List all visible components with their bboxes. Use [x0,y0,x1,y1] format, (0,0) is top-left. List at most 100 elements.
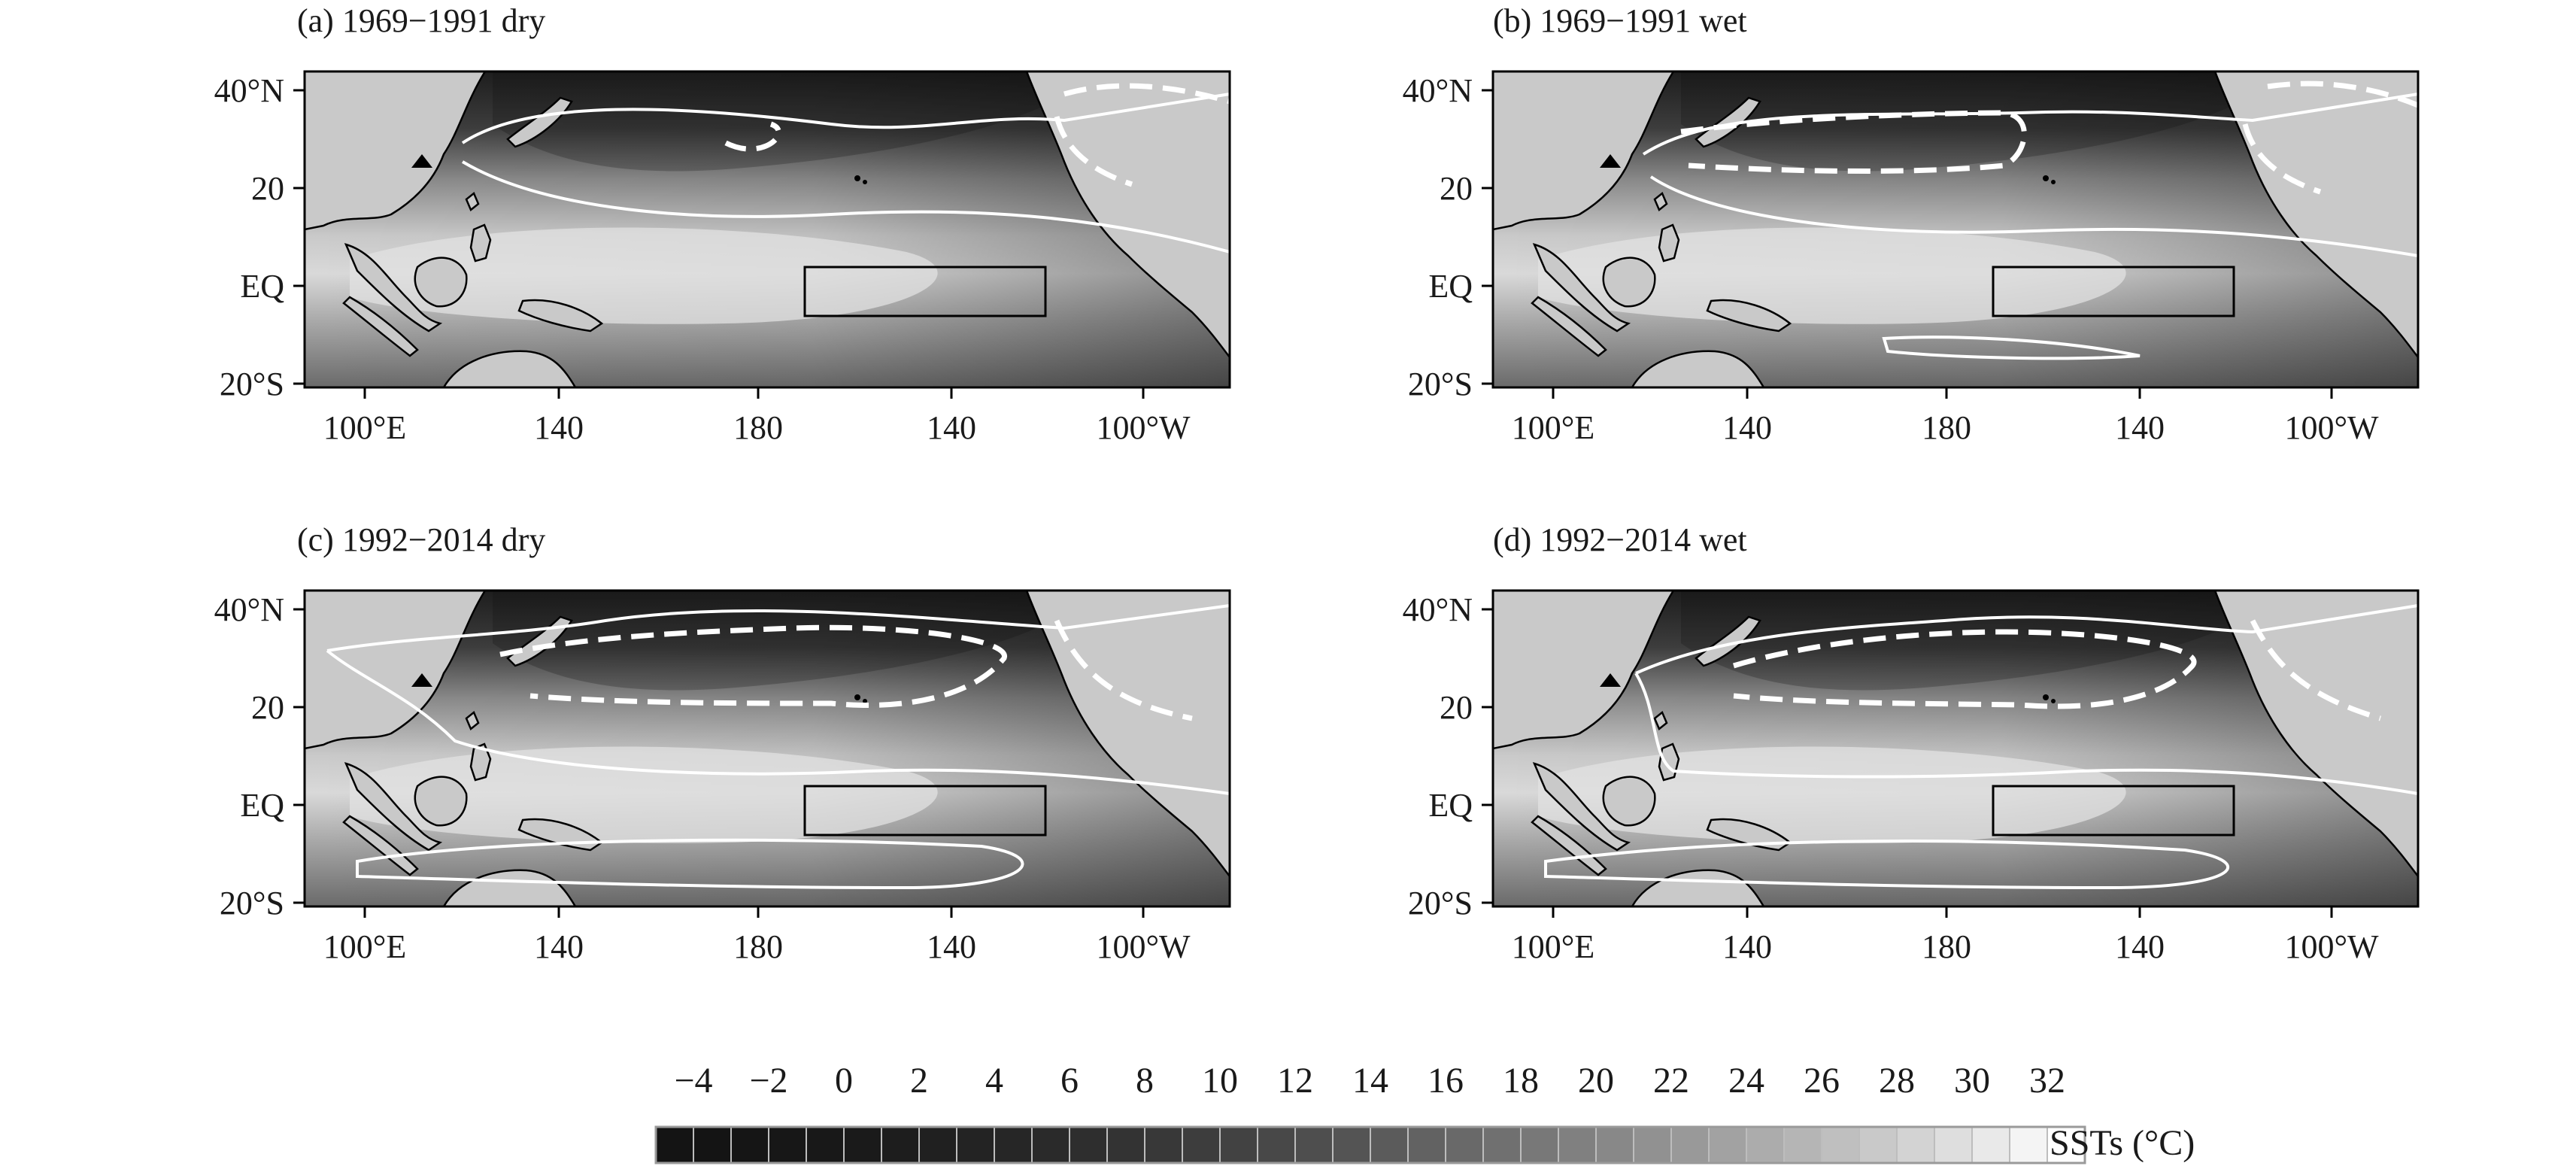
colorbar-tick-label: 2 [910,1061,928,1101]
lat-tick-40n: 40°N [214,72,284,109]
colorbar-tick-label: 4 [985,1061,1003,1101]
panel-d: (d) 1992−2014 wet 40°N 20 EQ 20°S [1403,521,2420,965]
lon-tick-100e: 100°E [323,928,406,965]
colorbar-box [1031,1126,1070,1164]
panel-a: (a) 1969−1991 dry 40°N 20 EQ 20°S [214,2,1231,446]
lat-tick-20n: 20 [251,170,284,207]
colorbar-box [843,1126,882,1164]
colorbar-box [1595,1126,1634,1164]
colorbar-box [1370,1126,1409,1164]
lon-tick-100e: 100°E [1512,928,1594,965]
colorbar-tick-label: −4 [674,1061,712,1101]
lon-tick-140w: 140 [2115,928,2165,965]
lon-tick-140e: 140 [1722,928,1772,965]
colorbar-box [1482,1126,1522,1164]
colorbar-box [1708,1126,1747,1164]
colorbar-tick-label: 0 [835,1061,853,1101]
lon-tick-180: 180 [1922,409,1971,446]
map-b [1493,71,2418,387]
colorbar-box [1821,1126,1860,1164]
colorbar-box [1934,1126,1973,1164]
colorbar-box [730,1126,769,1164]
lon-tick-180: 180 [733,409,783,446]
colorbar-box [1407,1126,1446,1164]
colorbar-box [1144,1126,1183,1164]
lon-axis-c: 100°E 140 180 140 100°W [323,906,1191,965]
lon-axis-a: 100°E 140 180 140 100°W [323,387,1191,446]
colorbar-box [1069,1126,1108,1164]
lon-tick-180: 180 [1922,928,1971,965]
lat-tick-20s: 20°S [1408,366,1473,402]
colorbar-tick-label: 24 [1728,1061,1764,1101]
colorbar-box [1896,1126,1935,1164]
colorbar-box [655,1126,694,1164]
lat-tick-20n: 20 [251,689,284,726]
colorbar-box [1783,1126,1822,1164]
colorbar-tick-label: 30 [1954,1061,1990,1101]
colorbar-tick-label: 20 [1578,1061,1614,1101]
colorbar-tick-label: 12 [1277,1061,1313,1101]
lon-axis-b: 100°E 140 180 140 100°W [1512,387,2379,446]
panel-b: (b) 1969−1991 wet 40°N 20 EQ 20°S [1403,2,2420,446]
colorbar-box [1971,1126,2010,1164]
lat-tick-eq: EQ [1428,787,1473,824]
map-d [1493,591,2418,906]
colorbar-boxes [654,1125,2086,1164]
colorbar-tick-label: 10 [1202,1061,1238,1101]
lat-tick-20n: 20 [1440,689,1473,726]
panel-title-c: (c) 1992−2014 dry [297,521,545,558]
map-a [305,71,1230,387]
lon-tick-100w: 100°W [1096,409,1191,446]
lat-tick-20n: 20 [1440,170,1473,207]
colorbar-tick-label: 28 [1879,1061,1915,1101]
colorbar-box [1257,1126,1296,1164]
lat-tick-20s: 20°S [220,366,284,402]
colorbar-tick-labels: −4 −2 0 2 4 6 8 10 12 14 16 18 20 22 24 26 28 30 32 [674,1061,2065,1101]
lat-tick-eq: EQ [240,787,284,824]
colorbar-box [1182,1126,1221,1164]
colorbar-box [881,1126,920,1164]
colorbar-box [1633,1126,1672,1164]
lat-tick-eq: EQ [1428,268,1473,305]
lon-tick-100w: 100°W [2284,928,2379,965]
colorbar-box [1746,1126,1785,1164]
lon-tick-100e: 100°E [323,409,406,446]
colorbar-tick-label: 26 [1804,1061,1840,1101]
colorbar-box [806,1126,845,1164]
colorbar-box [994,1126,1033,1164]
lon-tick-140w: 140 [927,928,976,965]
colorbar-tick-label: 18 [1503,1061,1539,1101]
lon-tick-140e: 140 [1722,409,1772,446]
colorbar-box [1106,1126,1145,1164]
lon-tick-100w: 100°W [2284,409,2379,446]
panel-c: (c) 1992−2014 dry 40°N 20 EQ 20°S [214,521,1231,965]
colorbar-tick-label: 6 [1060,1061,1079,1101]
lat-tick-40n: 40°N [1403,72,1473,109]
colorbar-box [918,1126,957,1164]
lon-tick-100w: 100°W [1096,928,1191,965]
lat-axis-a: 40°N 20 EQ 20°S [214,72,305,402]
lon-tick-100e: 100°E [1512,409,1594,446]
lon-tick-140e: 140 [534,409,584,446]
lon-axis-d: 100°E 140 180 140 100°W [1512,906,2379,965]
lat-tick-40n: 40°N [214,591,284,628]
lon-tick-140w: 140 [927,409,976,446]
lat-tick-20s: 20°S [1408,885,1473,922]
colorbar-box [1858,1126,1898,1164]
lat-axis-b: 40°N 20 EQ 20°S [1403,72,1493,402]
lon-tick-180: 180 [733,928,783,965]
panel-title-a: (a) 1969−1991 dry [297,2,545,39]
colorbar-tick-label: 14 [1352,1061,1388,1101]
colorbar-box [1219,1126,1258,1164]
colorbar-box [693,1126,732,1164]
colorbar: −4 −2 0 2 4 6 8 10 12 14 16 18 20 22 24 26 28 30 32 SSTs (… [654,1061,2195,1164]
colorbar-box [1445,1126,1484,1164]
lat-tick-eq: EQ [240,268,284,305]
colorbar-tick-label: −2 [749,1061,787,1101]
panel-title-d: (d) 1992−2014 wet [1493,521,1747,558]
lon-tick-140e: 140 [534,928,584,965]
colorbar-box [1294,1126,1334,1164]
colorbar-tick-label: 8 [1136,1061,1154,1101]
colorbar-box [2009,1126,2048,1164]
lon-tick-140w: 140 [2115,409,2165,446]
